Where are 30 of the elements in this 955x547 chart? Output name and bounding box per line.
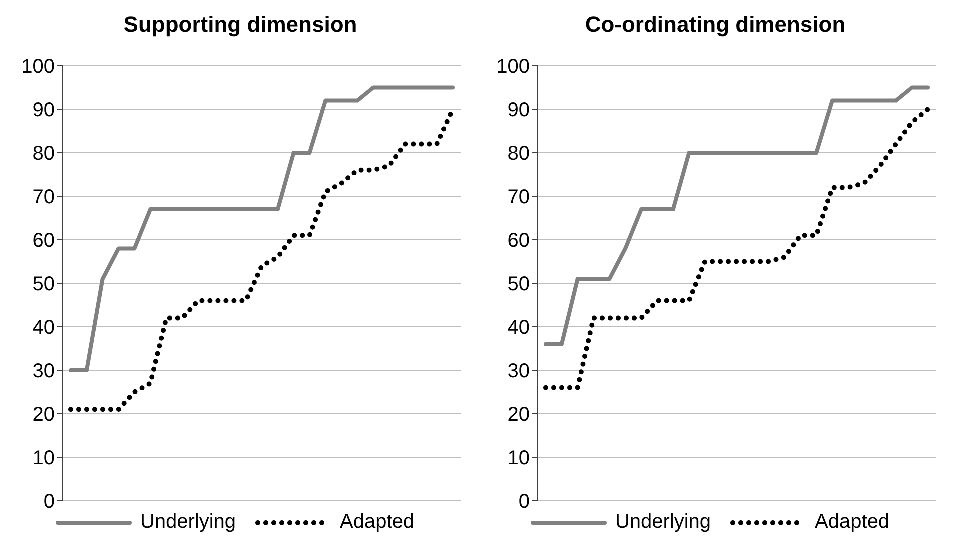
chart-title: Supporting dimension: [122, 11, 358, 39]
y-tick-label: 80: [508, 143, 530, 166]
legend-label: Underlying: [615, 511, 712, 534]
y-tick-label: 10: [508, 448, 530, 470]
legend-label: Adapted: [815, 511, 890, 534]
y-tick-label: 70: [32, 186, 55, 209]
y-tick-label: 20: [508, 404, 530, 426]
legend-label: Underlying: [140, 511, 236, 534]
y-tick-label: 60: [508, 230, 530, 252]
y-tick-label: 30: [32, 360, 55, 383]
y-tick-label: 40: [508, 317, 530, 340]
y-tick-label: 60: [32, 230, 55, 252]
y-tick-label: 90: [32, 100, 55, 122]
y-tick-label: 40: [32, 317, 55, 340]
line-series: [69, 86, 455, 372]
y-tick-label: 90: [508, 100, 530, 122]
y-tick-label: 10: [32, 448, 55, 470]
y-tick-label: 80: [32, 143, 55, 166]
chart-title: Co-ordinating dimension: [584, 11, 847, 39]
y-tick-label: 0: [44, 491, 55, 514]
y-tick-label: 50: [32, 274, 55, 296]
y-tick-label: 100: [496, 56, 530, 78]
line-series: [544, 86, 930, 346]
y-tick-label: 30: [508, 360, 530, 383]
legend-label: Adapted: [340, 511, 415, 534]
y-tick-label: 70: [508, 186, 530, 209]
y-tick-label: 0: [518, 491, 530, 514]
y-tick-label: 20: [32, 404, 55, 426]
y-tick-label: 50: [508, 274, 530, 296]
y-tick-label: 100: [22, 56, 55, 78]
